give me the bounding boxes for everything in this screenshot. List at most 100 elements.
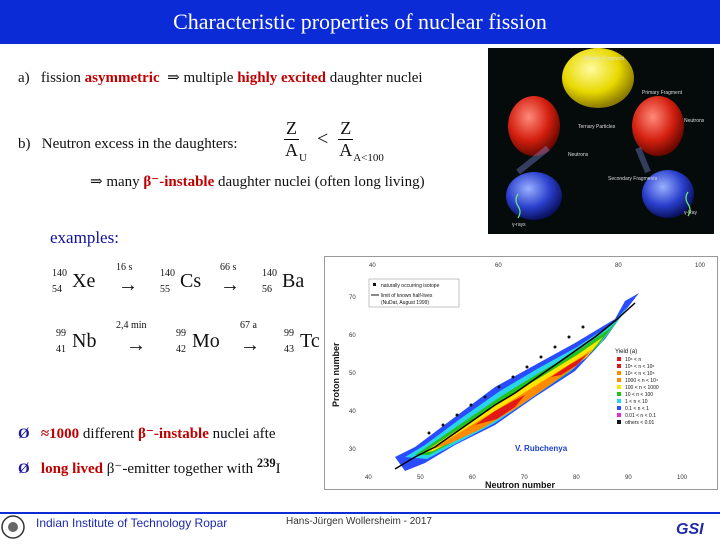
neutrons-label: Neutrons — [568, 152, 589, 158]
item-a-text1: fission — [40, 70, 81, 86]
slide-title: Characteristic properties of nuclear fis… — [0, 0, 720, 44]
yield-band-green — [415, 319, 619, 455]
secondary-fragments-label: Secondary Fragments — [608, 176, 658, 182]
decay-arrow: → — [240, 334, 260, 356]
nuclide-chart-svg: 40 60 80 100 70 60 50 40 30 40 50 60 70 … — [331, 263, 706, 490]
item-a-highly-excited: highly excited — [237, 70, 326, 86]
bottom-tick: 40 — [365, 475, 372, 481]
x-axis-label: Neutron number — [485, 480, 555, 489]
nuclide-tc: 99 43 Tc — [284, 328, 320, 355]
half-life-cs: 66 s — [220, 262, 237, 273]
yield-legend-swatch — [617, 378, 621, 382]
footer-author: Hans-Jürgen Wollersheim - 2017 — [286, 516, 432, 527]
y-tick: 70 — [349, 295, 356, 301]
nuclide-nb: 99 41 Nb — [56, 328, 97, 355]
gamma-ray-label: γ-Ray — [684, 210, 698, 216]
yield-legend-entry: 0.01 < n < 0.1 — [625, 413, 656, 419]
footer-divider — [0, 512, 720, 514]
yield-band-orange — [433, 349, 593, 449]
bullet-2-text1: β⁻-emitter together with — [106, 461, 254, 477]
half-life-nb: 2,4 min — [116, 320, 147, 331]
y-tick: 50 — [349, 371, 356, 377]
bullet-2: Ø long lived β⁻-emitter together with 23… — [18, 456, 281, 478]
primary-fragment-left — [508, 96, 560, 156]
nuclide-ba: 140 56 Ba — [262, 268, 305, 295]
decay-arrow: → — [220, 274, 240, 296]
beta-instable-line: ⇒ many β⁻-instable daughter nuclei (ofte… — [90, 172, 425, 191]
secondary-fragment-left — [506, 172, 562, 220]
yield-legend-entry: 0.1 < n < 1 — [625, 406, 649, 412]
bullet-1-text1: different — [82, 426, 135, 442]
primary-fragment-right — [632, 96, 684, 156]
yield-peak-light — [475, 395, 525, 425]
decay-arrow: → — [126, 334, 146, 356]
yield-legend-entry: 10⁶ < n — [625, 357, 641, 363]
examples-label: examples: — [50, 228, 119, 247]
subscript-a100: A<100 — [353, 152, 384, 165]
fission-illustration: Primary Fragment Primary Fragment Ternar… — [488, 48, 714, 234]
nuclide-chart: 40 60 80 100 70 60 50 40 30 40 50 60 70 … — [324, 256, 718, 490]
bullet-1: Ø ≈1000 different β⁻-instable nuclei aft… — [18, 424, 276, 443]
bullet-1-text2: nuclei afte — [212, 426, 276, 442]
fraction-left: Z A — [284, 118, 299, 160]
yield-legend-entry: 10 < n < 100 — [625, 392, 653, 398]
beta-line-text1: many — [106, 174, 140, 190]
bottom-tick: 60 — [469, 475, 476, 481]
primary-fragment-label: Primary Fragment — [584, 56, 625, 62]
yield-label: Yield (a) — [615, 349, 637, 355]
secondary-fragment-right — [642, 170, 694, 218]
item-b: b) Neutron excess in the daughters: — [18, 136, 238, 153]
top-tick: 100 — [695, 263, 706, 269]
item-b-text: Neutron excess in the daughters: — [41, 136, 238, 152]
yield-legend-swatch — [617, 385, 621, 389]
fraction-right: Z A — [338, 118, 354, 160]
gsi-logo-text: GSI — [676, 521, 704, 538]
less-than: < — [316, 128, 329, 150]
item-a-label: a) — [18, 70, 30, 86]
bottom-tick: 90 — [625, 475, 632, 481]
nuclide-mo: 99 42 Mo — [176, 328, 220, 355]
stable-isotopes — [427, 325, 585, 435]
bottom-tick: 50 — [417, 475, 424, 481]
decay-arrow: → — [118, 274, 138, 296]
chart-credit: V. Rubchenya — [515, 444, 568, 453]
yield-legend-entry: 1 < n < 10 — [625, 399, 648, 405]
item-a-asymmetric: asymmetric — [84, 70, 160, 86]
top-tick: 80 — [615, 263, 622, 269]
bullet-1-beta: β⁻-instable — [138, 426, 209, 442]
nuclide-xe: 140 54 Xe — [52, 268, 96, 295]
top-tick: 60 — [495, 263, 502, 269]
bullet-2-text2: I — [275, 461, 281, 477]
footer-institute: Indian Institute of Technology Ropar — [36, 516, 228, 530]
item-a-text3: daughter nuclei — [329, 70, 423, 86]
yield-legend-swatch — [617, 364, 621, 368]
approx-count: ≈1000 — [40, 426, 80, 442]
bullet-marker: Ø — [18, 426, 30, 442]
primary-fragment-center — [562, 48, 634, 108]
fission-illustration-svg: Primary Fragment Primary Fragment Ternar… — [506, 48, 705, 228]
gsi-logo-icon: GSI — [670, 518, 718, 538]
long-lived: long lived — [40, 461, 104, 477]
yield-legend-swatch — [617, 357, 621, 361]
bottom-tick: 100 — [677, 475, 688, 481]
yield-band-cyan — [405, 307, 627, 459]
yield-legend-swatch — [617, 420, 621, 424]
item-b-label: b) — [18, 136, 31, 152]
yield-legend-swatch — [617, 371, 621, 375]
yield-legend-entry: others < 0.01 — [625, 420, 655, 426]
nuclide-cs: 140 55 Cs — [160, 268, 202, 295]
half-life-mo: 67 a — [240, 320, 257, 331]
institute-logo-icon — [0, 514, 26, 540]
known-half-lives-limit — [394, 302, 636, 470]
half-life-xe: 16 s — [116, 262, 133, 273]
y-tick: 40 — [349, 409, 356, 415]
beta-instable: β⁻-instable — [143, 174, 215, 190]
neutron-excess-formula: Z A U < Z A A<100 — [284, 118, 384, 164]
yield-legend-swatch — [617, 399, 621, 403]
yield-peak-heavy — [551, 353, 589, 377]
implies-arrow: ⇒ — [167, 70, 180, 86]
yield-legend-entry: 10⁵ < n < 10⁶ — [625, 364, 654, 370]
bullet-2-mass: 239 — [256, 456, 276, 470]
yield-legend-entry: 10⁴ < n < 10⁵ — [625, 371, 655, 377]
